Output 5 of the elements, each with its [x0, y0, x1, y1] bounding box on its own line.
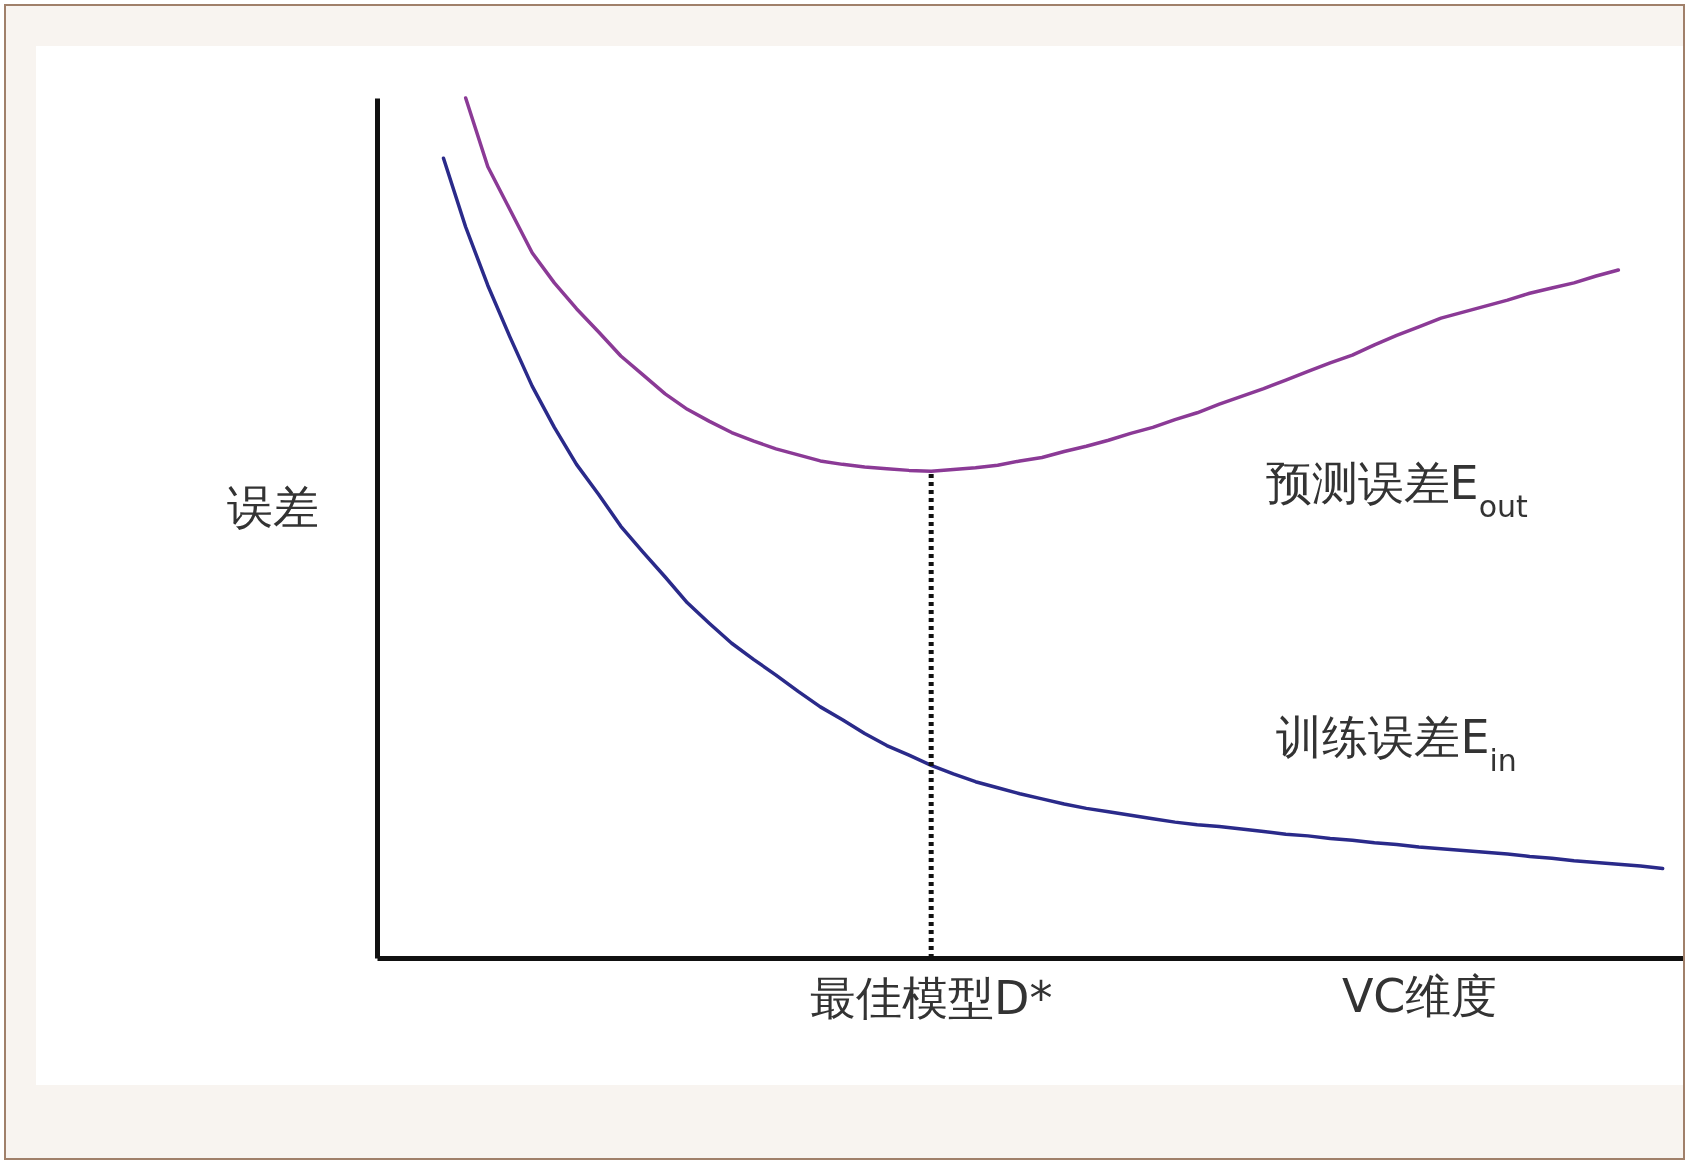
- series-label: 训练误差E$_{in}$: [1276, 710, 1517, 778]
- series-label: 预测误差E$_{out}$: [1265, 456, 1528, 524]
- y-axis-title: 误差: [226, 479, 319, 534]
- text: 最佳模型D*: [809, 971, 1053, 1025]
- x-axis-title: VC维度: [1341, 968, 1498, 1023]
